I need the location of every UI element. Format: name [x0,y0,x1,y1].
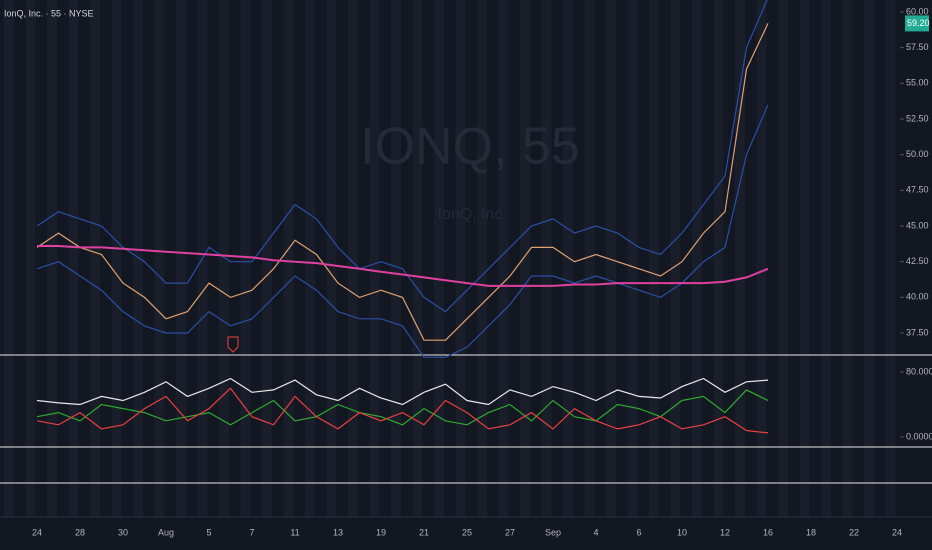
stripe [455,0,466,517]
x-tick-label: 4 [593,527,598,537]
stripe [391,0,401,517]
y-tick-label: 60.00 [906,6,929,16]
stripe [692,0,702,517]
stripe [240,0,251,517]
stripe [25,0,36,517]
stripe [735,0,745,517]
series-line [36,387,769,434]
x-tick-label: 24 [32,527,42,537]
series-line [36,389,769,426]
x-tick-label: 11 [290,527,299,537]
y-tick-label: 80.0000 [906,366,932,376]
series-line [36,23,769,341]
y-tick-label: 37.50 [906,327,929,337]
session-stripes [4,0,896,517]
stripe [477,0,487,517]
y-tick-label: 57.50 [906,42,929,52]
y-tick-label: 42.50 [906,256,929,266]
stripe [520,0,530,517]
stripe [799,0,810,517]
stripe [133,0,143,517]
x-tick-label: 24 [892,527,902,537]
stripe [864,0,874,517]
x-tick-label: 28 [75,527,85,537]
x-tick-label: 30 [118,527,128,537]
header: IonQ, Inc. · 55 · NYSE [4,8,94,18]
stripe [4,0,14,517]
stripe [68,0,79,517]
stripe [649,0,659,517]
x-tick-label: 21 [419,527,429,537]
x-tick-label: 13 [333,527,343,537]
series-line [36,0,768,313]
stripe [606,0,616,517]
x-tick-label: Sep [545,527,561,537]
stripe [176,0,186,517]
x-tick-label: Aug [158,527,174,537]
stripe [412,0,423,517]
stripe [90,0,100,517]
stripe [47,0,57,517]
watermark-name: IonQ, Inc [438,206,503,223]
stripe [563,0,573,517]
watermark-symbol: IONQ, 55 [360,118,580,176]
stripe [627,0,638,517]
stripe [434,0,444,517]
x-tick-label: 7 [249,527,254,537]
x-tick-label: 25 [462,527,472,537]
x-tick-label: 16 [763,527,773,537]
stripe [541,0,552,517]
y-tick-label: 47.50 [906,185,929,195]
y-tick-label: 45.00 [906,220,929,230]
x-tick-label: 19 [376,527,386,537]
last-price-box [905,15,929,32]
stripe [326,0,337,517]
stripe [305,0,315,517]
stripe [713,0,724,517]
x-tick-label: 22 [849,527,859,537]
x-tick-label: 6 [636,527,641,537]
x-tick-label: 27 [505,527,515,537]
x-tick-label: 18 [806,527,816,537]
stripe [584,0,595,517]
stripe [756,0,767,517]
series-line [36,104,769,358]
stripe [821,0,831,517]
stripe [842,0,853,517]
last-price-label: 59.20 [907,18,930,28]
stripe [778,0,788,517]
stripe [154,0,165,517]
stripe [498,0,509,517]
earnings-marker [227,336,239,353]
x-tick-label: 10 [677,527,687,537]
y-tick-label: 40.00 [906,292,929,302]
x-tick-label: 12 [720,527,730,537]
y-tick-label: 0.0000 [906,431,932,441]
stripe [885,0,896,517]
stripe [348,0,358,517]
stripe [283,0,294,517]
stripe [219,0,229,517]
y-tick-label: 55.00 [906,78,929,88]
x-tick-label: 5 [206,527,211,537]
y-tick-label: 52.50 [906,113,929,123]
series-line [36,377,769,406]
series-line [37,245,769,287]
stripe [111,0,122,517]
stripe [670,0,681,517]
y-tick-label: 50.00 [906,149,929,159]
stripe [369,0,380,517]
